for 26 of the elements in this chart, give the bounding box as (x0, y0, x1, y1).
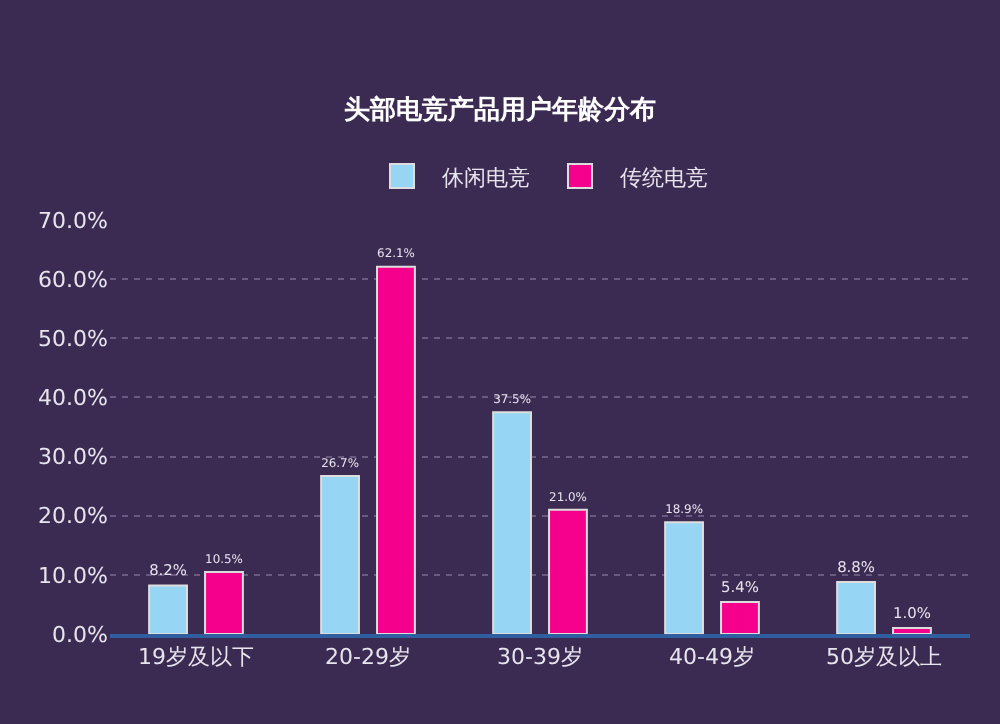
x-tick-label: 20-29岁 (325, 644, 411, 671)
y-tick-label: 30.0% (38, 444, 108, 471)
bar (548, 508, 588, 634)
y-tick-label: 50.0% (38, 325, 108, 352)
bar (892, 627, 932, 634)
bar (720, 601, 760, 634)
bar (320, 475, 360, 634)
bar (664, 521, 704, 634)
bar (204, 570, 244, 634)
x-tick-label: 19岁及以下 (138, 644, 254, 671)
chart-title: 头部电竞产品用户年龄分布 (344, 93, 656, 126)
legend-label: 传统电竞 (620, 164, 708, 191)
legend-label: 休闲电竞 (442, 164, 530, 191)
x-tick-label: 30-39岁 (497, 644, 583, 671)
bar (376, 265, 416, 634)
y-tick-label: 70.0% (38, 207, 108, 234)
y-tick-label: 10.0% (38, 562, 108, 589)
bar (148, 584, 188, 634)
bar (836, 580, 876, 634)
y-tick-label: 0.0% (52, 621, 108, 648)
y-tick-label: 20.0% (38, 503, 108, 530)
x-tick-label: 40-49岁 (669, 644, 755, 671)
bar (492, 411, 532, 634)
y-tick-label: 60.0% (38, 266, 108, 293)
x-tick-label: 50岁及以上 (826, 644, 942, 671)
y-tick-label: 40.0% (38, 385, 108, 412)
